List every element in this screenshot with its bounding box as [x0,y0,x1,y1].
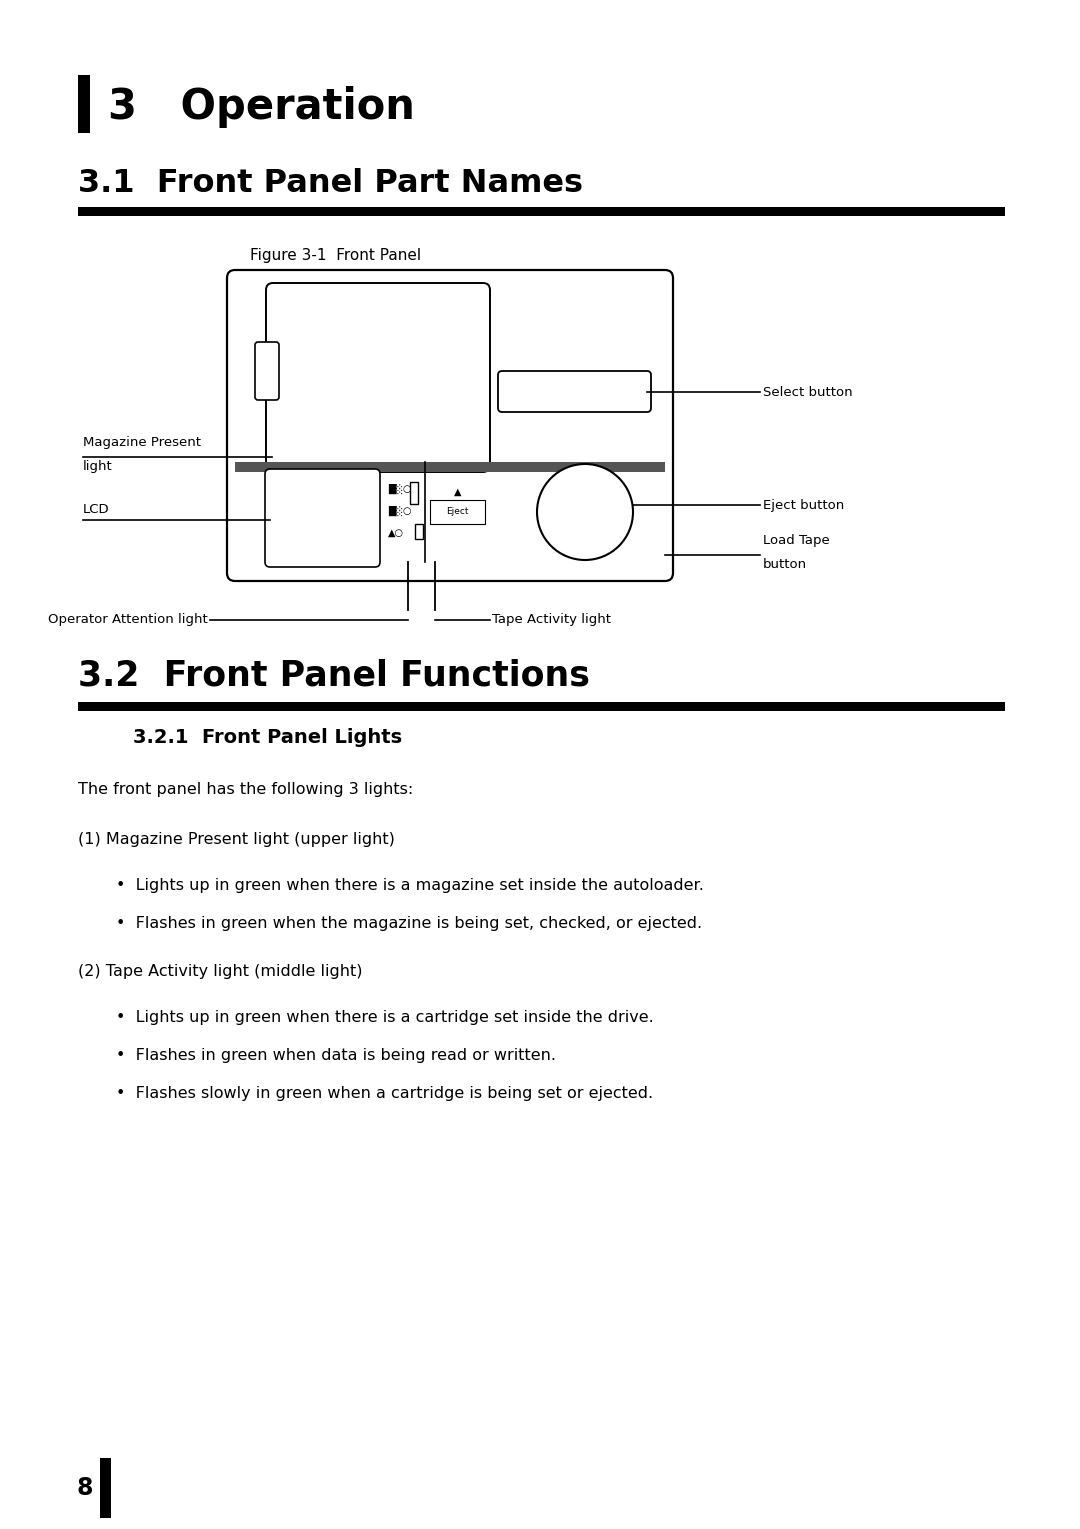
Text: 8: 8 [77,1475,93,1500]
Text: █░○: █░○ [388,506,411,517]
Text: █░○: █░○ [388,485,411,494]
Text: •  Lights up in green when there is a cartridge set inside the drive.: • Lights up in green when there is a car… [116,1011,653,1024]
Text: Tape Activity light: Tape Activity light [492,613,611,627]
Text: •  Flashes in green when the magazine is being set, checked, or ejected.: • Flashes in green when the magazine is … [116,916,702,931]
Text: Eject: Eject [446,508,469,517]
Text: ▲○: ▲○ [388,528,404,538]
Text: •  Flashes in green when data is being read or written.: • Flashes in green when data is being re… [116,1047,556,1063]
Text: light: light [83,460,112,472]
Bar [410,482,418,505]
Text: 3.2  Front Panel Functions: 3.2 Front Panel Functions [78,657,590,693]
Text: 3   Operation: 3 Operation [108,86,415,128]
Text: 3.1  Front Panel Part Names: 3.1 Front Panel Part Names [78,168,583,199]
Text: The front panel has the following 3 lights:: The front panel has the following 3 ligh… [78,781,414,797]
FancyBboxPatch shape [265,469,380,567]
Text: •  Lights up in green when there is a magazine set inside the autoloader.: • Lights up in green when there is a mag… [116,878,704,893]
Circle shape [537,463,633,560]
Text: Select button: Select button [762,385,852,399]
Text: Eject button: Eject button [762,498,845,512]
Bar [415,524,423,540]
Text: LCD: LCD [83,503,110,515]
Bar [430,500,485,524]
Text: 3.2.1  Front Panel Lights: 3.2.1 Front Panel Lights [133,728,402,748]
Text: •  Flashes slowly in green when a cartridge is being set or ejected.: • Flashes slowly in green when a cartrid… [116,1086,653,1101]
Text: Load Tape: Load Tape [762,534,829,547]
Bar [78,75,90,133]
Text: ▲: ▲ [454,488,461,497]
FancyBboxPatch shape [266,283,490,472]
Bar [100,1459,111,1518]
Bar [78,702,1005,711]
FancyBboxPatch shape [255,342,279,401]
Text: (1) Magazine Present light (upper light): (1) Magazine Present light (upper light) [78,832,395,847]
Bar [235,462,665,472]
Text: (2) Tape Activity light (middle light): (2) Tape Activity light (middle light) [78,963,363,979]
Text: Figure 3-1  Front Panel: Figure 3-1 Front Panel [249,248,421,263]
Bar [78,206,1005,216]
Text: Magazine Present: Magazine Present [83,436,201,450]
Text: button: button [762,558,807,570]
FancyBboxPatch shape [498,372,651,411]
Text: Operator Attention light: Operator Attention light [49,613,208,627]
FancyBboxPatch shape [227,271,673,581]
